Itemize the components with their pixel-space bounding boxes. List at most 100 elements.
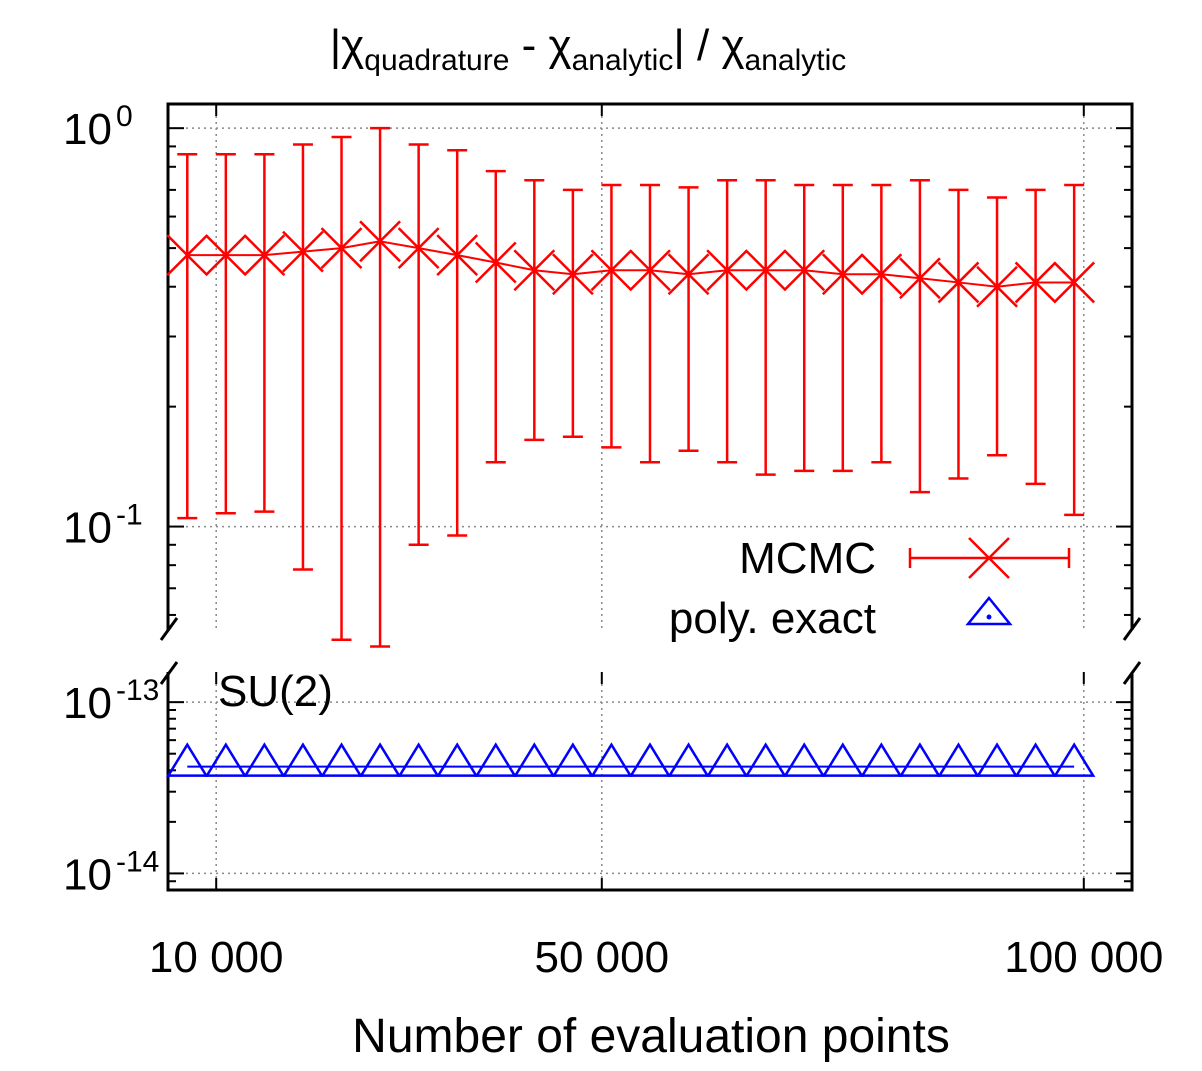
panel-annotation: SU(2) (218, 667, 333, 716)
data-point-cross (474, 241, 517, 284)
x-tick-label: 10 000 (149, 933, 284, 982)
data-point-cross (667, 253, 710, 296)
data-point-triangle (744, 742, 787, 777)
cross-stroke (1014, 261, 1057, 304)
error-bar (408, 143, 429, 547)
data-point-cross (359, 220, 401, 263)
data-point-cross (166, 234, 209, 277)
error-bar (1064, 183, 1085, 517)
cross-stroke (976, 265, 1018, 308)
data-point-cross (706, 249, 749, 292)
x-tick-label: 50 000 (535, 933, 670, 982)
cross-stroke (744, 249, 787, 292)
cross-stroke (590, 249, 633, 292)
data-point-triangle (320, 742, 363, 777)
error-bar (678, 186, 699, 452)
error-bar (987, 196, 1008, 457)
series-line (187, 240, 1075, 288)
error-bar (794, 183, 815, 473)
x-tick-labels: 10 000 50 000 100 000 (149, 933, 1163, 982)
x-axis-label: Number of evaluation points (352, 1010, 950, 1063)
cross-stroke (783, 249, 826, 292)
error-bar (601, 183, 622, 449)
data-point-cross (590, 249, 633, 292)
data-point-cross (282, 230, 324, 273)
cross-stroke (474, 241, 517, 284)
data-point-triangle (821, 742, 865, 777)
error-bar (640, 183, 660, 464)
cross-stroke (667, 253, 710, 296)
data-point-triangle (166, 742, 209, 777)
error-bar (524, 179, 545, 442)
plot-frame (166, 102, 1134, 892)
cross-stroke (436, 234, 479, 277)
cross-stroke (282, 230, 324, 273)
error-bar (717, 179, 738, 464)
legend-marker-poly-exact (965, 596, 1013, 626)
cross-stroke (320, 227, 363, 269)
error-bar (215, 153, 236, 515)
error-bar (485, 169, 506, 464)
legend-label-mcmc: MCMC (739, 534, 876, 583)
error-bar (832, 183, 853, 473)
series-mcmc (166, 126, 1096, 648)
error-bar (909, 179, 930, 494)
data-point-triangle (397, 742, 440, 777)
error-bar (562, 188, 583, 439)
data-point-cross (821, 253, 864, 296)
data-point-triangle (783, 742, 826, 777)
axis-ticks (168, 104, 1132, 890)
data-point-triangle (1014, 742, 1057, 777)
error-bar (254, 153, 275, 513)
data-point-cross (629, 249, 671, 292)
legend: MCMC poly. exact (669, 534, 1071, 643)
y-tick-label: 10 (63, 105, 112, 154)
x-tick-label: 100 000 (1004, 933, 1163, 982)
legend-label-poly-exact: poly. exact (669, 594, 876, 643)
y-tick-exponent: -14 (116, 845, 159, 878)
data-point-triangle (281, 742, 325, 777)
cross-stroke (166, 234, 209, 277)
data-point-triangle (898, 742, 942, 777)
data-point-triangle (204, 742, 248, 777)
series-layer (166, 126, 1096, 777)
y-tick-exponent: -13 (116, 674, 159, 707)
data-point-triangle (705, 742, 749, 777)
lower-panel-frame (166, 672, 1134, 892)
error-bar (1025, 188, 1046, 486)
grid (168, 104, 1132, 890)
data-point-cross (513, 249, 556, 292)
data-point-cross (1014, 261, 1057, 304)
data-point-triangle (358, 742, 402, 777)
data-point-cross (744, 249, 787, 292)
data-point-triangle (975, 742, 1019, 777)
y-tick-exponent: 0 (116, 100, 133, 133)
error-bar (370, 126, 391, 648)
data-point-cross (976, 265, 1018, 308)
error-bar (292, 143, 313, 571)
error-bar (177, 153, 198, 520)
upper-panel-frame (166, 102, 1134, 630)
data-point-cross (783, 249, 826, 292)
error-bar (948, 188, 969, 480)
error-bar (447, 149, 468, 537)
cross-stroke (204, 234, 247, 277)
cross-stroke (629, 249, 671, 292)
data-point-cross (551, 253, 594, 296)
data-point-cross (204, 234, 247, 277)
y-tick-label: 10 (63, 850, 112, 899)
data-point-triangle (1052, 742, 1096, 777)
data-point-triangle (243, 742, 286, 777)
data-point-cross (1053, 261, 1096, 304)
data-point-triangle (435, 742, 479, 777)
y-tick-label: 10 (63, 504, 112, 553)
error-bar (871, 183, 892, 464)
cross-stroke (243, 234, 286, 277)
data-point-triangle (628, 742, 672, 777)
cross-stroke (937, 261, 980, 304)
cross-stroke (513, 249, 556, 292)
error-bar (755, 179, 776, 476)
data-point-triangle (667, 742, 710, 777)
cross-stroke (860, 253, 903, 296)
